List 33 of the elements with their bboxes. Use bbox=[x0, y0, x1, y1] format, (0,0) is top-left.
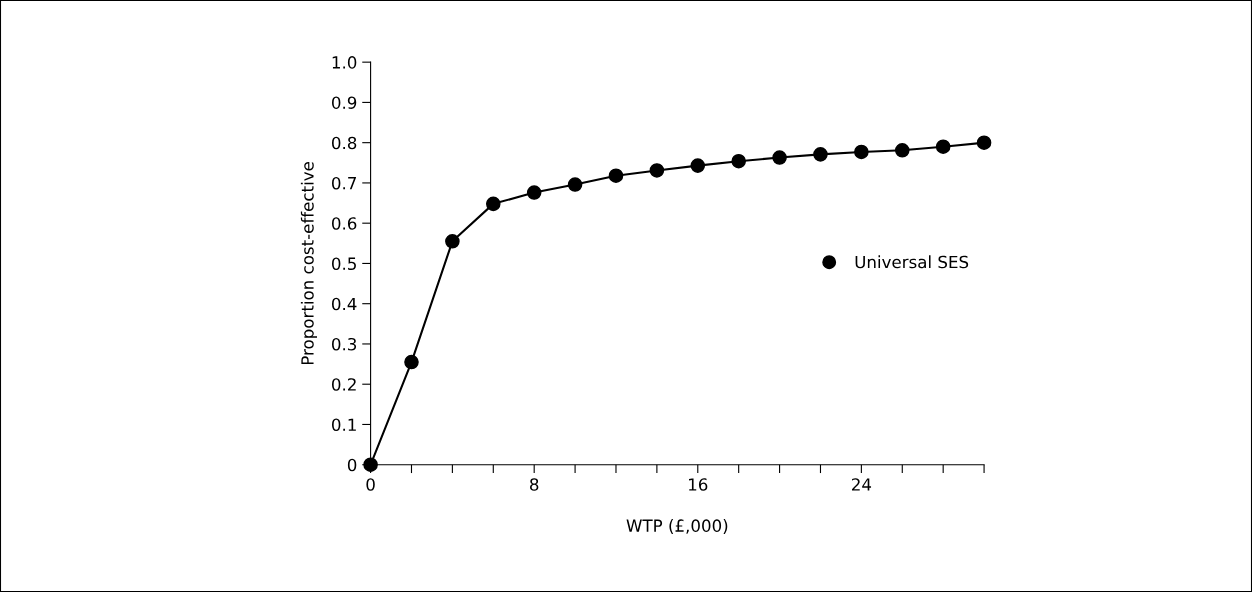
point bbox=[935, 139, 951, 154]
y-tick-label: 0 bbox=[347, 458, 357, 472]
x-tick-label: 0 bbox=[366, 478, 375, 491]
point bbox=[608, 168, 624, 183]
point bbox=[690, 158, 706, 173]
y-tick-label: 0.9 bbox=[331, 96, 357, 109]
point bbox=[813, 147, 828, 162]
point bbox=[649, 163, 665, 178]
point bbox=[526, 185, 542, 200]
x-axis-title: WTP (£,000) bbox=[626, 519, 728, 534]
y-tick-label: 0.8 bbox=[331, 136, 357, 150]
y-tick-label: 0.2 bbox=[331, 378, 356, 391]
point bbox=[772, 150, 787, 165]
point bbox=[404, 354, 419, 370]
y-axis-title: Proportion cost-effective bbox=[300, 162, 317, 365]
legend-label: Universal SES bbox=[855, 255, 969, 269]
y-tick-label: 0.4 bbox=[331, 297, 357, 311]
point bbox=[854, 144, 869, 160]
y-tick-label: 1.0 bbox=[332, 56, 357, 69]
point bbox=[445, 234, 460, 249]
x-tick-label: 8 bbox=[530, 478, 539, 491]
point bbox=[567, 177, 583, 192]
y-tick-label: 0.7 bbox=[331, 176, 356, 190]
y-tick-label: 0.5 bbox=[331, 257, 356, 271]
y-tick-label: 0.6 bbox=[331, 217, 357, 230]
y-tick-label: 0.3 bbox=[331, 337, 357, 351]
y-tick-label: 0.1 bbox=[331, 418, 356, 432]
x-tick-label: 16 bbox=[689, 478, 708, 491]
x-tick-label: 24 bbox=[851, 478, 872, 491]
point bbox=[894, 143, 910, 158]
point bbox=[486, 196, 501, 212]
point bbox=[731, 153, 746, 169]
point bbox=[976, 135, 992, 150]
